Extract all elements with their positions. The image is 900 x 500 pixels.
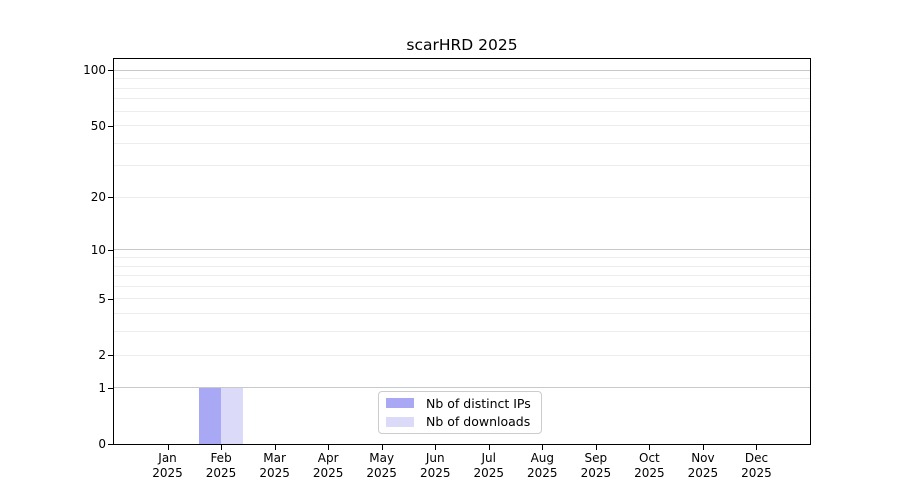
x-tick-label-jul: Jul 2025 [473, 451, 505, 480]
gridline-3 [114, 331, 810, 333]
x-tick-jul [488, 445, 490, 450]
legend-label-distinct-ips: Nb of distinct IPs [426, 395, 531, 411]
gridline-4 [114, 313, 810, 315]
y-tick-10 [108, 249, 113, 251]
x-tick-label-apr: Apr 2025 [312, 451, 344, 480]
y-tick-label-100: 100 [83, 63, 106, 78]
x-tick-mar [274, 445, 276, 450]
x-tick-label-jan: Jan 2025 [152, 451, 183, 480]
gridline-9 [114, 257, 810, 258]
legend-swatch-downloads [386, 416, 414, 427]
x-tick-oct [649, 445, 651, 450]
x-tick-nov [702, 445, 704, 450]
x-tick-aug [542, 445, 544, 450]
gridline-40 [114, 142, 810, 144]
gridline-6 [114, 285, 810, 287]
gridline-10 [114, 249, 810, 251]
x-tick-jan [167, 445, 169, 450]
y-tick-label-1: 1 [98, 380, 106, 395]
chart-title: scarHRD 2025 [406, 36, 518, 54]
legend-swatch-distinct-ips [386, 398, 414, 409]
legend-item-distinct-ips: Nb of distinct IPs [379, 396, 541, 411]
gridline-2 [114, 354, 810, 356]
y-tick-2 [108, 355, 113, 357]
y-tick-50 [108, 125, 113, 127]
gridline-50 [114, 125, 810, 127]
y-tick-label-20: 20 [90, 190, 106, 205]
x-tick-label-nov: Nov 2025 [687, 451, 719, 480]
gridline-30 [114, 165, 810, 167]
x-tick-label-sep: Sep 2025 [580, 451, 612, 480]
x-tick-may [381, 445, 383, 450]
x-tick-feb [221, 445, 223, 450]
x-tick-jun [435, 445, 437, 450]
y-tick-label-10: 10 [90, 242, 106, 257]
gridline-7 [114, 275, 810, 277]
bar-feb-downloads [221, 387, 244, 444]
plot-area [113, 58, 811, 445]
x-tick-sep [595, 445, 597, 450]
gridline-60 [114, 110, 810, 112]
gridline-100 [114, 69, 810, 71]
legend-item-downloads: Nb of downloads [379, 414, 541, 429]
bar-feb-distinct-ips [199, 387, 222, 444]
x-tick-label-dec: Dec 2025 [741, 451, 772, 480]
y-tick-label-0: 0 [98, 437, 106, 451]
x-tick-label-mar: Mar 2025 [259, 451, 290, 480]
gridline-5 [114, 298, 810, 300]
x-tick-apr [328, 445, 330, 450]
y-tick-20 [108, 197, 113, 199]
legend: Nb of distinct IPs Nb of downloads [378, 391, 542, 434]
x-tick-label-may: May 2025 [366, 451, 397, 480]
y-tick-label-5: 5 [98, 291, 106, 306]
y-tick-5 [108, 298, 113, 300]
y-tick-label-2: 2 [98, 348, 106, 363]
x-tick-label-oct: Oct 2025 [634, 451, 665, 480]
gridline-1 [114, 387, 810, 389]
gridline-80 [114, 87, 810, 89]
x-tick-label-feb: Feb 2025 [205, 451, 237, 480]
gridline-8 [114, 265, 810, 267]
y-tick-0 [108, 444, 113, 445]
x-tick-dec [756, 445, 758, 450]
x-tick-label-aug: Aug 2025 [527, 451, 558, 480]
y-tick-1 [108, 387, 113, 389]
gridline-90 [114, 78, 810, 80]
y-tick-label-50: 50 [90, 118, 106, 133]
x-tick-label-jun: Jun 2025 [419, 451, 451, 480]
legend-label-downloads: Nb of downloads [426, 414, 531, 430]
gridline-70 [114, 98, 810, 100]
gridline-20 [114, 196, 810, 198]
y-tick-100 [108, 70, 113, 72]
